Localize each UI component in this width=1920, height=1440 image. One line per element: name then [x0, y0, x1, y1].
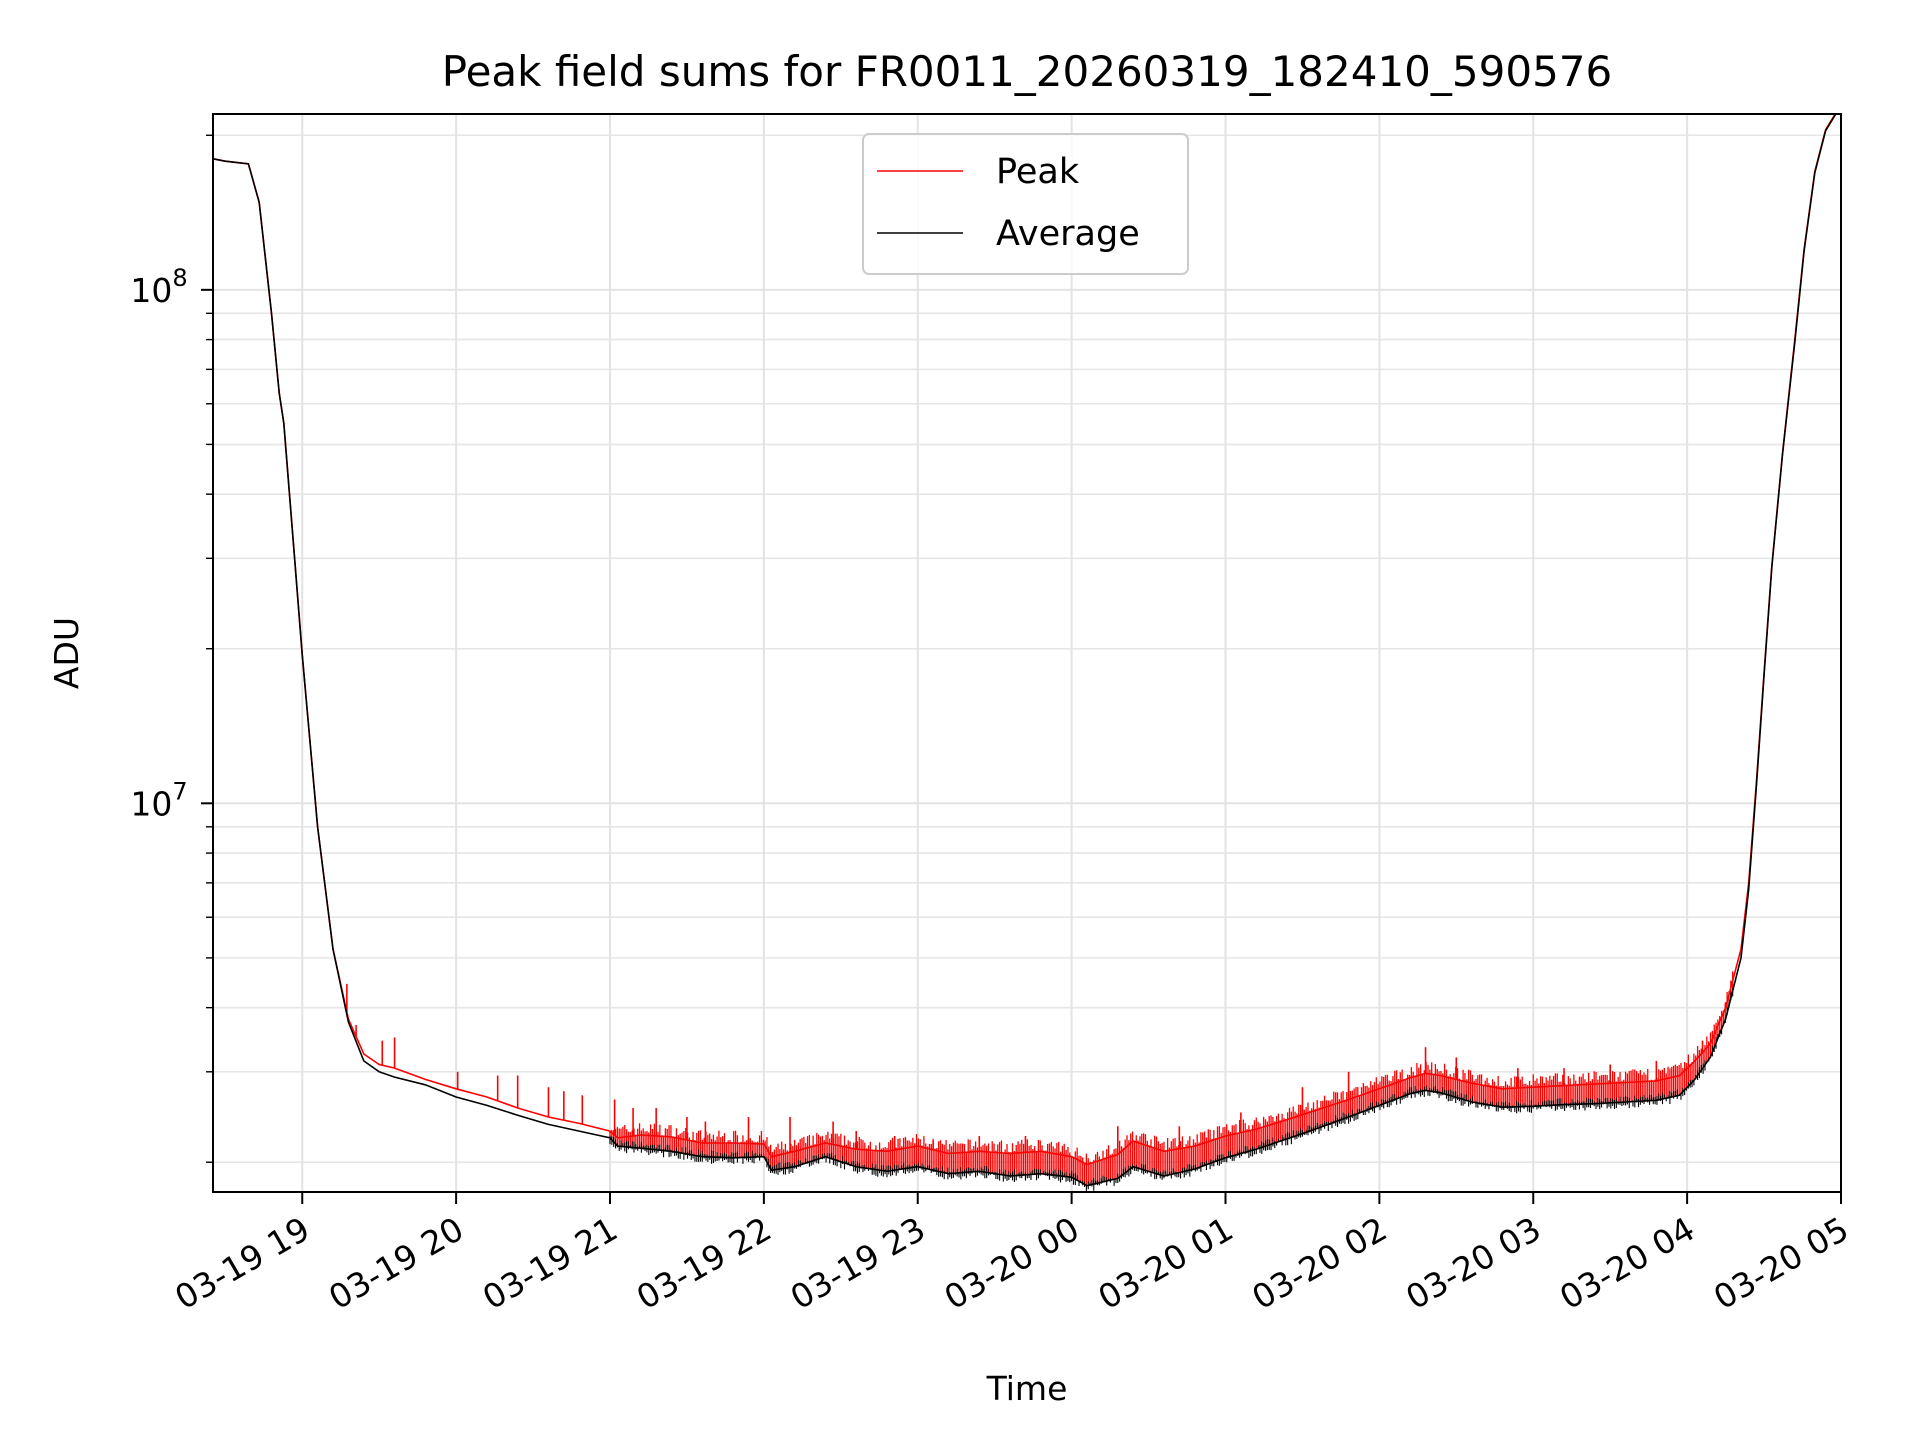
series-line-peak — [213, 114, 1837, 1166]
legend-label-peak: Peak — [996, 152, 1080, 192]
legend: Peak Average — [862, 133, 1189, 275]
series-line-average — [213, 114, 1837, 1187]
legend-box — [862, 133, 1189, 275]
plot-frame — [212, 113, 1842, 1193]
y-axis-ticks: 107 108 — [130, 134, 213, 1163]
x-axis-label: Time — [986, 1369, 1068, 1408]
y-tick-label: 108 — [130, 264, 187, 310]
grid-major — [213, 114, 1842, 1192]
grid-minor — [213, 134, 1841, 1164]
y-axis-label: ADU — [47, 617, 86, 689]
plot-lines — [213, 114, 1837, 1191]
legend-label-average: Average — [996, 214, 1140, 254]
y-tick-label: 107 — [130, 777, 187, 823]
plot-area — [213, 114, 1841, 1192]
chart-title: Peak field sums for FR0011_20260319_1824… — [442, 47, 1612, 96]
